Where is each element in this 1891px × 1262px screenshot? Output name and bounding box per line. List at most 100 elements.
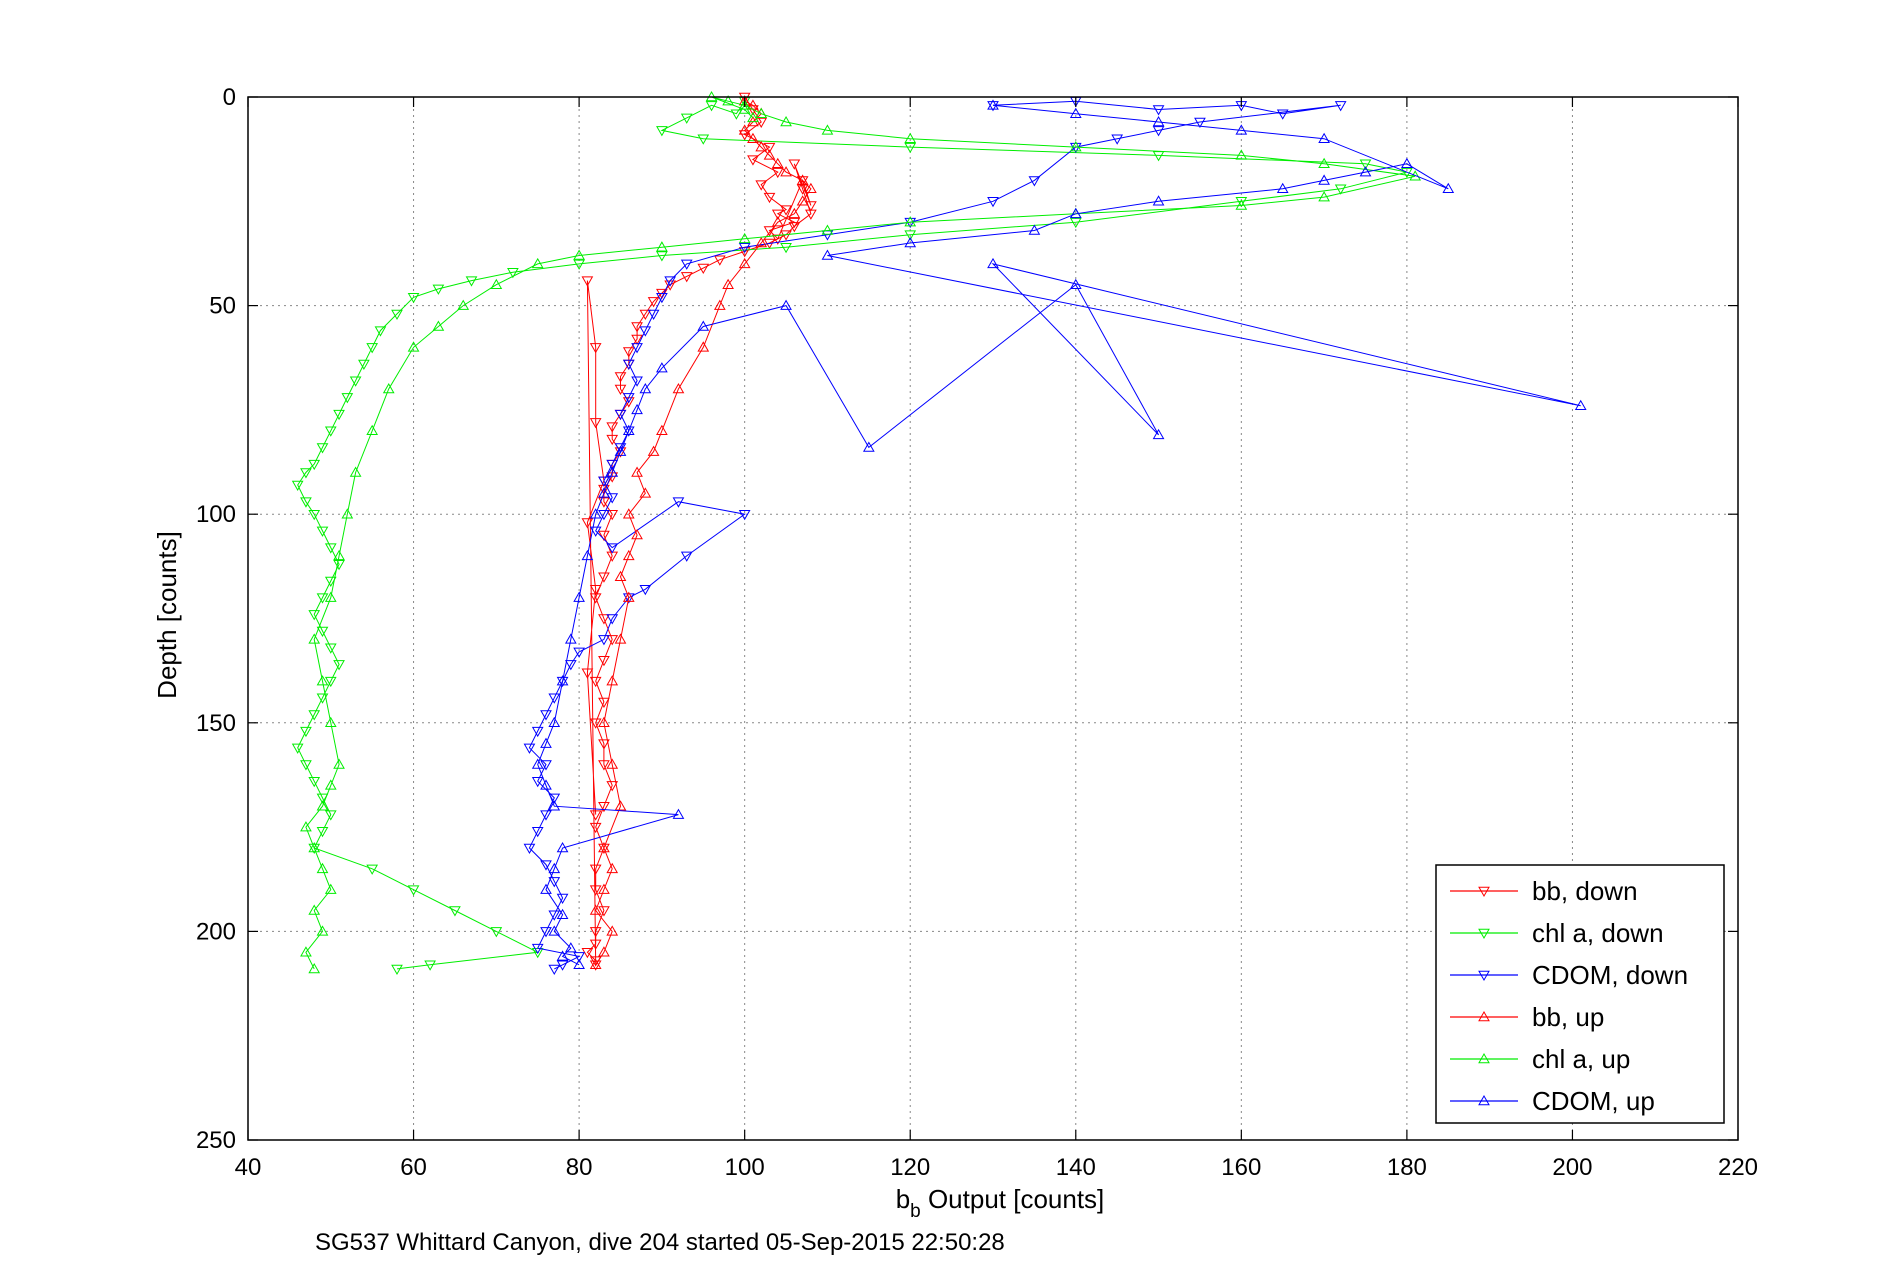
x-tick-label: 60 (400, 1154, 427, 1181)
legend-label: bb, up (1532, 1002, 1604, 1032)
data-point (598, 946, 610, 957)
data-point (589, 418, 602, 429)
data-point (598, 530, 610, 542)
data-point (349, 376, 362, 387)
data-point (432, 320, 445, 331)
data-point (589, 864, 602, 875)
data-point (540, 860, 552, 871)
data-point (407, 341, 420, 352)
legend-entry: CDOM, up (1450, 1086, 1655, 1116)
data-point (606, 675, 619, 686)
data-point (598, 635, 610, 646)
data-point (780, 205, 792, 216)
data-point (465, 276, 478, 287)
data-point (1318, 191, 1330, 202)
data-point (1318, 174, 1330, 185)
data-point (573, 952, 585, 963)
data-point (531, 758, 544, 769)
data-point (713, 299, 726, 310)
data-point (622, 508, 635, 519)
data-point (614, 633, 627, 644)
x-tick-label: 80 (566, 1154, 593, 1181)
data-point (606, 758, 619, 769)
data-point (639, 309, 652, 320)
data-point (1028, 176, 1041, 187)
data-point (316, 443, 329, 454)
data-point (738, 124, 751, 135)
data-point (324, 810, 337, 821)
data-point (788, 159, 801, 170)
data-point (308, 610, 321, 621)
data-point (1334, 101, 1347, 112)
x-tick-label: 40 (235, 1154, 262, 1181)
data-point (316, 626, 329, 638)
data-point (1152, 428, 1165, 440)
data-point (548, 877, 561, 888)
x-tick-labels: 40 60 80 100 120 140 160 180 200 220 (235, 1154, 1758, 1181)
data-point (1442, 182, 1455, 194)
data-point (672, 497, 685, 508)
data-point (556, 960, 569, 971)
data-point (308, 904, 321, 915)
data-point (523, 743, 536, 754)
data-point (738, 99, 751, 110)
data-point (796, 195, 809, 206)
data-point (316, 925, 329, 936)
data-point (598, 497, 610, 508)
data-point (656, 126, 668, 137)
data-point (904, 132, 917, 143)
data-point (540, 710, 552, 721)
data-point (680, 551, 693, 562)
data-point (291, 743, 304, 754)
data-point (300, 497, 312, 508)
data-point (490, 927, 503, 938)
data-point (308, 962, 321, 974)
data-point (291, 480, 304, 492)
data-point (308, 710, 321, 721)
data-point (589, 904, 602, 915)
data-point (1359, 166, 1372, 177)
y-tick-label: 0 (223, 84, 236, 111)
data-point (1069, 141, 1082, 152)
data-point (622, 593, 635, 604)
data-point (647, 445, 660, 456)
data-point (349, 466, 362, 477)
data-point (548, 964, 561, 975)
data-point (1069, 207, 1082, 219)
data-point (589, 810, 602, 821)
data-point (821, 124, 834, 135)
data-point (589, 585, 602, 596)
legend-entry: bb, up (1450, 1002, 1604, 1032)
data-point (904, 230, 917, 241)
data-point (598, 843, 610, 854)
data-point (705, 101, 718, 112)
x-tick-label: 160 (1221, 1154, 1261, 1181)
data-point (366, 864, 379, 875)
data-point (631, 376, 643, 387)
data-point (631, 343, 643, 354)
data-point (606, 493, 619, 504)
data-point (796, 176, 809, 187)
data-point (324, 591, 337, 602)
legend-entries: bb, down chl a, down CDOM, down bb, up chl a… (1450, 876, 1688, 1116)
data-point (540, 883, 552, 894)
data-point (606, 862, 619, 874)
data-point (548, 793, 561, 804)
data-point (324, 716, 337, 728)
data-point (622, 347, 635, 358)
data-point (738, 103, 751, 114)
data-point (631, 322, 643, 333)
x-tick-label: 200 (1552, 1154, 1592, 1181)
data-point (763, 226, 776, 237)
data-point (556, 676, 569, 688)
data-point (598, 760, 610, 771)
data-point (324, 676, 337, 688)
data-point (366, 424, 379, 436)
data-point (589, 526, 602, 537)
data-point (614, 445, 627, 456)
data-point (589, 343, 602, 354)
data-point (680, 272, 693, 283)
data-point (755, 117, 768, 129)
data-point (614, 384, 627, 396)
